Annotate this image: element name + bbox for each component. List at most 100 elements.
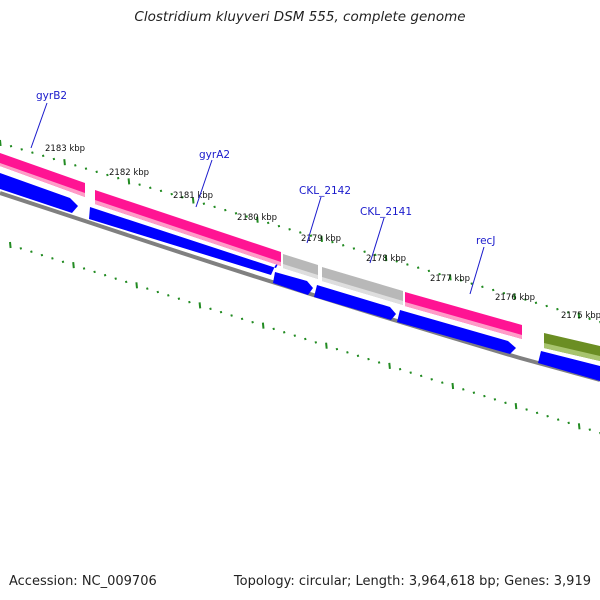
- tick-mark: [0, 139, 2, 147]
- tick-label: 2176 kbp: [495, 293, 535, 303]
- tick-mark: [514, 403, 518, 410]
- tick-mark: [31, 151, 34, 154]
- gene-arrow[interactable]: [397, 310, 516, 354]
- tick-mark: [138, 183, 141, 186]
- tick-mark: [293, 334, 297, 337]
- tick-mark: [188, 300, 191, 304]
- gene-arrow[interactable]: [89, 207, 280, 275]
- tick-mark: [451, 382, 455, 390]
- tick-mark: [135, 282, 138, 289]
- tick-mark: [213, 205, 216, 209]
- tick-mark: [74, 164, 77, 167]
- tick-label: 2180 kbp: [237, 213, 277, 223]
- gene-arrow[interactable]: [314, 285, 396, 320]
- tick-mark: [409, 371, 412, 374]
- tick-mark: [245, 215, 248, 218]
- tick-mark: [481, 285, 484, 289]
- gene-callouts: [30, 102, 485, 295]
- gene-label-CKL_2141[interactable]: CKL_2141: [360, 206, 412, 218]
- gene-arrow[interactable]: [273, 272, 313, 295]
- tick-mark: [41, 154, 45, 158]
- tick-mark: [535, 411, 539, 415]
- tick-mark: [159, 189, 163, 193]
- tick-mark: [524, 298, 527, 301]
- tick-mark: [198, 302, 202, 309]
- tick-mark: [438, 272, 441, 276]
- tick-label: 2178 kbp: [366, 254, 406, 264]
- tick-mark: [272, 327, 275, 331]
- tick-mark: [282, 331, 286, 334]
- tick-mark: [234, 212, 238, 215]
- gene-arrow[interactable]: [0, 173, 78, 213]
- tick-mark: [341, 244, 345, 247]
- tick-mark: [406, 263, 409, 266]
- tick-mark: [224, 208, 227, 212]
- tick-label: 2183 kbp: [45, 144, 85, 154]
- tick-mark: [9, 241, 12, 249]
- tick-mark: [556, 418, 560, 421]
- gene-arrow[interactable]: [538, 351, 600, 381]
- gene-label-gyrB2[interactable]: gyrB2: [36, 90, 67, 102]
- tick-mark: [374, 253, 377, 257]
- tick-mark: [459, 279, 463, 282]
- tick-mark: [534, 301, 538, 305]
- tick-mark: [114, 277, 117, 280]
- tick-mark: [251, 320, 254, 324]
- tick-mark: [331, 240, 334, 244]
- tick-labels: 2183 kbp 2182 kbp 2181 kbp 2180 kbp 2179…: [45, 144, 600, 321]
- tick-label: 2181 kbp: [173, 191, 213, 201]
- tick-mark: [149, 186, 152, 190]
- tick-mark: [416, 266, 420, 269]
- tick-mark: [335, 347, 339, 351]
- tick-mark: [577, 423, 581, 430]
- tick-mark: [314, 341, 318, 344]
- tick-marks: [0, 139, 600, 435]
- tick-mark: [491, 288, 495, 292]
- tick-mark: [181, 196, 184, 199]
- tick-mark: [299, 231, 302, 234]
- gene-label-recJ[interactable]: recJ: [476, 235, 495, 247]
- tick-mark: [325, 342, 328, 349]
- feature-track: [0, 153, 600, 361]
- tick-mark: [30, 250, 33, 253]
- tick-mark: [266, 221, 270, 225]
- tick-mark: [566, 311, 570, 314]
- tick-mark: [261, 322, 265, 329]
- tick-mark: [72, 262, 75, 269]
- tick-mark: [577, 312, 581, 319]
- tick-mark: [567, 421, 570, 425]
- tick-mark: [346, 351, 349, 354]
- tick-mark: [556, 307, 559, 311]
- tick-mark: [61, 260, 65, 264]
- gene-label-gyrA2[interactable]: gyrA2: [199, 149, 230, 161]
- tick-mark: [52, 157, 56, 161]
- tick-mark: [388, 362, 391, 369]
- tick-mark: [63, 159, 66, 166]
- tick-mark: [124, 280, 128, 284]
- tick-mark: [472, 391, 476, 394]
- tick-mark: [449, 274, 452, 281]
- gene-strand-track: [0, 173, 600, 381]
- tick-mark: [9, 144, 13, 148]
- tick-mark: [504, 401, 507, 405]
- tick-label: 2177 kbp: [430, 274, 470, 284]
- tick-mark: [202, 202, 206, 205]
- tick-mark: [427, 269, 431, 273]
- gene-label-CKL_2142[interactable]: CKL_2142: [299, 185, 351, 197]
- tick-mark: [545, 304, 548, 308]
- tick-mark: [84, 167, 88, 170]
- tick-mark: [441, 381, 444, 384]
- tick-mark: [177, 297, 181, 300]
- tick-mark: [384, 255, 388, 262]
- tick-mark: [470, 282, 473, 285]
- tick-mark: [167, 294, 170, 297]
- tick-mark: [40, 253, 44, 257]
- tick-label: 2182 kbp: [109, 168, 149, 178]
- tick-mark: [363, 250, 366, 253]
- tick-mark: [320, 235, 323, 242]
- tick-mark: [256, 216, 259, 223]
- tick-mark: [116, 176, 120, 180]
- tick-mark: [588, 428, 592, 431]
- tick-mark: [483, 394, 486, 398]
- tick-mark: [156, 290, 160, 294]
